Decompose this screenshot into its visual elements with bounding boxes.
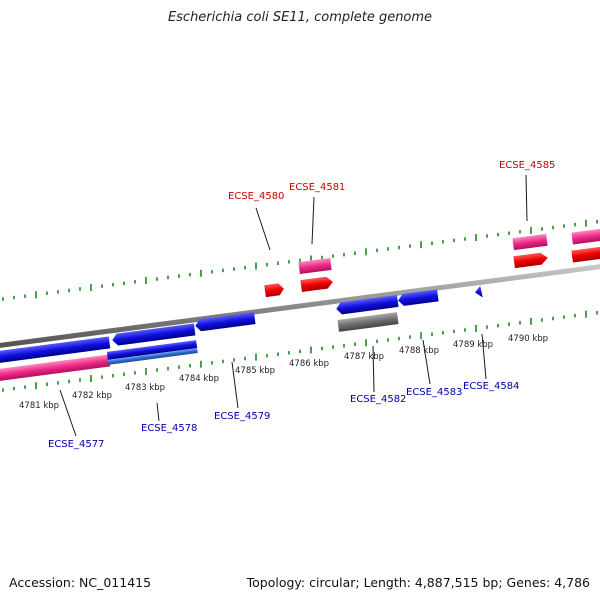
- label-ecse-4577[interactable]: ECSE_4577: [48, 439, 104, 450]
- label-ecse-4584[interactable]: ECSE_4584: [463, 381, 519, 392]
- scale-label: 4781 kbp: [19, 401, 59, 411]
- map-title: Escherichia coli SE11, complete genome: [167, 10, 433, 25]
- feature-labels: ECSE_4580 ECSE_4581 ECSE_4585 ECSE_4577 …: [48, 160, 555, 450]
- ecse-4578-cds[interactable]: [112, 323, 196, 346]
- scale-label: 4784 kbp: [179, 374, 219, 384]
- label-ecse-4581[interactable]: ECSE_4581: [289, 182, 345, 193]
- label-ecse-4579[interactable]: ECSE_4579: [214, 411, 270, 422]
- scale-label: 4789 kbp: [453, 340, 493, 350]
- upper-tick-row: [2, 219, 598, 301]
- leader-lines: [59, 174, 528, 437]
- scale-label: 4783 kbp: [125, 383, 165, 393]
- ecse-4579-cds[interactable]: [194, 312, 256, 332]
- ecse-4582-cds[interactable]: [335, 295, 399, 315]
- ecse-4577-cds[interactable]: [0, 336, 111, 364]
- ecse-4580-cds[interactable]: [264, 283, 284, 298]
- ecse-4578-gene[interactable]: [106, 340, 198, 365]
- label-ecse-4585[interactable]: ECSE_4585: [499, 160, 555, 171]
- scale-label: 4782 kbp: [72, 391, 112, 401]
- ecse-4581-cds[interactable]: [300, 276, 333, 293]
- ecse-4585-gene[interactable]: [512, 233, 548, 251]
- ecse-4584-cds[interactable]: [474, 285, 483, 299]
- scale-label: 4787 kbp: [344, 352, 384, 362]
- scale-label: 4788 kbp: [399, 346, 439, 356]
- genome-summary-text: Topology: circular; Length: 4,887,515 bp…: [246, 575, 590, 590]
- reverse-features: [0, 285, 483, 382]
- lower-tick-row: [2, 310, 598, 392]
- label-ecse-4582[interactable]: ECSE_4582: [350, 394, 406, 405]
- scale-labels: 4781 kbp 4782 kbp 4783 kbp 4784 kbp 4785…: [19, 334, 548, 411]
- ecse-4586-gene[interactable]: [571, 227, 600, 245]
- ecse-4581-gene[interactable]: [298, 257, 332, 275]
- label-ecse-4580[interactable]: ECSE_4580: [228, 191, 284, 202]
- scale-label: 4790 kbp: [508, 334, 548, 344]
- scale-label: 4786 kbp: [289, 359, 329, 369]
- ecse-4586-cds[interactable]: [571, 245, 600, 263]
- ecse-4577-gene[interactable]: [0, 354, 111, 382]
- genome-backbone: [0, 264, 600, 348]
- ecse-4585-cds[interactable]: [513, 252, 548, 269]
- accession-text: Accession: NC_011415: [9, 575, 152, 590]
- label-ecse-4583[interactable]: ECSE_4583: [406, 387, 462, 398]
- forward-features: [264, 227, 600, 298]
- ecse-4582-gene[interactable]: [337, 312, 399, 332]
- scale-label: 4785 kbp: [235, 366, 275, 376]
- ecse-4583-cds[interactable]: [397, 289, 439, 306]
- label-ecse-4578[interactable]: ECSE_4578: [141, 423, 197, 434]
